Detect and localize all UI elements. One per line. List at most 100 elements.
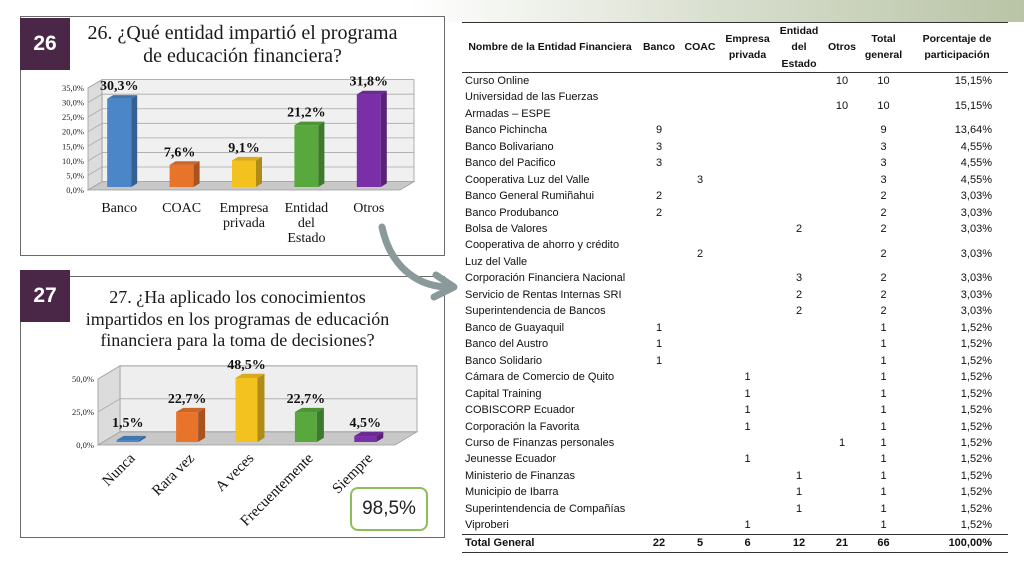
table-cell [720, 468, 775, 484]
table-cell: 1 [880, 321, 887, 334]
table-cell [720, 72, 775, 89]
table-cell [823, 468, 861, 484]
table-cell [775, 237, 823, 270]
table-cell [638, 172, 680, 188]
table-cell [720, 205, 775, 221]
table-cell: 1 [744, 453, 751, 466]
table-cell [680, 89, 720, 122]
table-cell [720, 303, 775, 319]
y-tick-label: 30,0% [62, 98, 84, 108]
table-row: Servicio de Rentas Internas SRI 2 2 3,03% [462, 287, 1008, 303]
table-cell [720, 89, 775, 122]
table-cell: 3,03% [960, 222, 992, 235]
y-tick-label: 10,0% [62, 156, 84, 166]
table-cell [680, 72, 720, 89]
bar-3 [235, 377, 258, 442]
table-cell: 3,03% [960, 305, 992, 318]
bar-top [107, 95, 138, 99]
table-cell: Banco Pichincha [465, 124, 547, 137]
table-cell [823, 270, 861, 286]
table-cell: 3,03% [960, 272, 992, 285]
table-cell: Banco de Guayaquil [465, 321, 565, 334]
data-label: 48,5% [227, 358, 266, 373]
bar-side [318, 121, 325, 187]
y-tick-label: 0,0% [66, 185, 84, 195]
table-cell: Corporación la Favorita [465, 420, 580, 433]
header-coac: COAC [680, 22, 720, 73]
bar-4 [294, 412, 317, 442]
header-otros: Otros [823, 22, 861, 73]
bar-side [257, 373, 265, 442]
bar-top [294, 121, 325, 126]
table-cell: 13,64% [954, 124, 992, 137]
table-cell: 1 [795, 486, 803, 499]
table-cell [775, 89, 823, 122]
table-cell: 3 [696, 173, 704, 186]
table-cell: 1 [655, 338, 663, 351]
table-cell [775, 188, 823, 204]
table-cell: 1 [880, 453, 887, 466]
table-cell: 1,52% [960, 338, 992, 351]
table-cell: 1,52% [960, 420, 992, 433]
table-cell [720, 139, 775, 155]
header-porcentaje: Porcentaje de participación [906, 22, 1008, 73]
table-cell: 3 [795, 272, 803, 285]
table-total-row: Total General 22 5 6 12 21 66 100,00% [462, 533, 1008, 553]
table-cell [823, 122, 861, 138]
table-cell [823, 188, 861, 204]
category-label: A veces [213, 450, 258, 495]
table-row: Superintendencia de Compañías 1 1 1,52% [462, 501, 1008, 517]
table-row: Universidad de las Fuerzas Armadas – ESP… [462, 89, 1008, 122]
y-tick-label: 25,0% [62, 112, 84, 122]
table-row: Banco Bolivariano 3 3 4,55% [462, 139, 1008, 155]
table-cell [680, 468, 720, 484]
table-cell [680, 320, 720, 336]
table-cell: 9 [655, 124, 663, 137]
table-cell [680, 353, 720, 369]
table-cell [775, 451, 823, 467]
table-cell: 1,52% [960, 387, 992, 400]
table-cell [638, 386, 680, 402]
table-cell: 9 [880, 124, 887, 137]
table-cell: 10 [877, 74, 890, 87]
header-total-general: Total general [861, 22, 906, 73]
table-cell [680, 369, 720, 385]
table-cell [638, 484, 680, 500]
table-cell [638, 435, 680, 451]
table-cell: 2 [880, 288, 887, 301]
table-cell: Banco del Pacifico [465, 157, 556, 170]
table-cell: 10 [877, 99, 890, 112]
gridline [87, 93, 414, 103]
bar-1 [116, 440, 139, 442]
table-cell: 3,03% [960, 288, 992, 301]
table-cell [680, 501, 720, 517]
table-cell: 1,52% [960, 453, 992, 466]
table-cell [638, 517, 680, 534]
table-row: Municipio de Ibarra 1 1 1,52% [462, 484, 1008, 500]
table-row: Viproberi 1 1 1,52% [462, 517, 1008, 534]
data-label: 7,6% [164, 145, 196, 160]
table-cell [823, 139, 861, 155]
table-cell [775, 402, 823, 418]
table-cell: 15,15% [954, 74, 992, 87]
bar-2 [169, 164, 194, 187]
table-row: Superintendencia de Bancos 2 2 3,03% [462, 303, 1008, 319]
gridline [97, 365, 417, 380]
question-26-title: 26. ¿Qué entidad impartió el programa de… [87, 22, 398, 67]
bar-1 [107, 98, 132, 187]
table-cell [775, 386, 823, 402]
data-label: 22,7% [168, 392, 207, 407]
table-cell: 3,03% [960, 190, 992, 203]
table-cell [720, 353, 775, 369]
bar-side [256, 156, 262, 187]
table-cell: 1 [795, 502, 803, 515]
table-cell [775, 122, 823, 138]
question-27-title: 27. ¿Ha aplicado los conocimientos impar… [85, 287, 390, 351]
y-tick-label: 20,0% [62, 127, 84, 137]
table-cell [775, 435, 823, 451]
table-total-cell: 21 [823, 533, 861, 553]
table-row: Bolsa de Valores 2 2 3,03% [462, 221, 1008, 237]
table-cell: 10 [835, 74, 849, 87]
table-cell [638, 451, 680, 467]
table-cell [720, 501, 775, 517]
